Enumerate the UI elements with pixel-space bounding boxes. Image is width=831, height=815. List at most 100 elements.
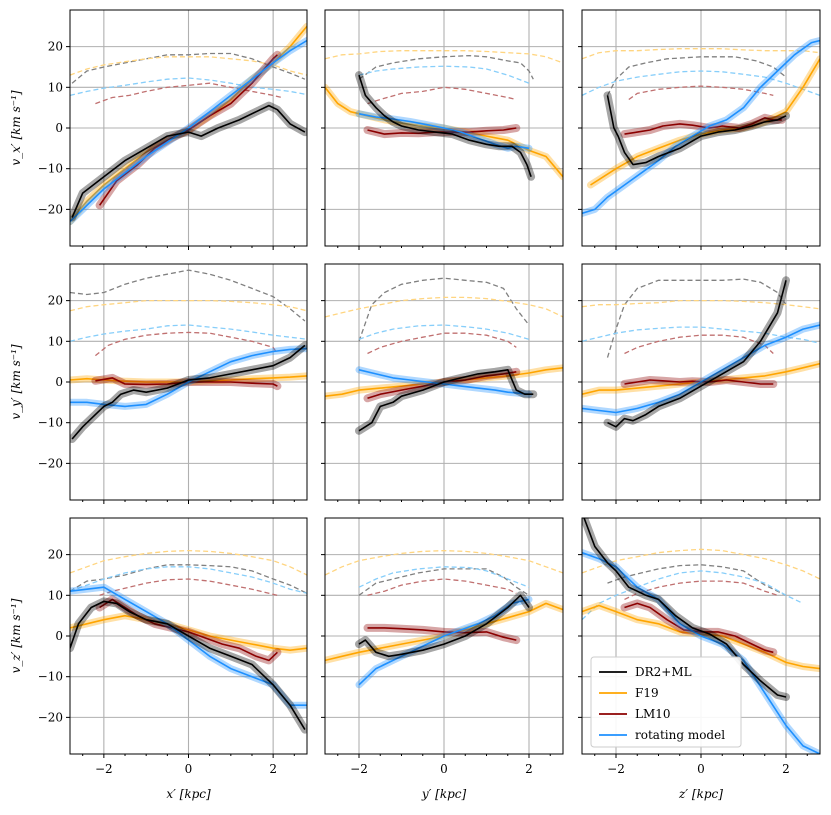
y-tick-label: −10 [38, 416, 63, 430]
series-line-lm10 [367, 127, 517, 135]
dispersion-line-lm10 [624, 580, 778, 600]
y-tick-label: 0 [55, 375, 63, 389]
legend-label-lm10: LM10 [635, 707, 671, 721]
x-tick-label: −2 [607, 762, 625, 776]
dispersion-line-lm10 [367, 332, 517, 355]
y-tick-label: 20 [48, 40, 63, 54]
panel-r0-c2 [578, 9, 821, 250]
series-line-dr2-ml [358, 369, 534, 432]
dispersion-line-f19 [325, 296, 563, 318]
y-tick-label: −20 [38, 710, 63, 724]
dispersion-line-lm10 [99, 578, 278, 596]
panel-r0-c0: −20 −10 0 10 20 v_x′ [km s⁻¹] [9, 9, 308, 250]
x-tick-label: 2 [269, 762, 277, 776]
x-axis-label: z′ [kpc] [678, 787, 723, 801]
panel-r2-c1: −2 0 2 y′ [kpc] [321, 517, 564, 801]
dispersion-line-f19 [582, 548, 820, 580]
dispersion-line-rotating-model [70, 566, 307, 594]
series-line-rotating-model [582, 39, 820, 215]
panel-r1-c1 [321, 263, 564, 504]
x-tick-label: −2 [350, 762, 368, 776]
x-axis-label: x′ [kpc] [166, 787, 211, 801]
dispersion-line-f19 [582, 48, 820, 60]
series-line-rotating-model [358, 598, 530, 686]
dispersion-line-dr2-ml [70, 269, 306, 322]
dispersion-line-f19 [325, 50, 563, 64]
panel-r1-c0: −20 −10 0 10 20 v_y′ [km s⁻¹] [9, 263, 308, 504]
dispersion-line-dr2-ml [606, 278, 787, 358]
y-axis-label: v_x′ [km s⁻¹] [9, 90, 23, 166]
x-axis-label: y′ [kpc] [421, 787, 467, 801]
series-line-dr2-ml [606, 95, 787, 166]
dispersion-line-lm10 [628, 85, 774, 101]
dispersion-line-rotating-model [70, 324, 307, 342]
series-line-dr2-ml [607, 280, 787, 428]
x-tick-label: 0 [440, 762, 448, 776]
y-axis-label: v_z′ [km s⁻¹] [9, 598, 23, 673]
x-tick-label: 0 [697, 762, 705, 776]
y-tick-label: −20 [38, 202, 63, 216]
series-line-dr2-ml [358, 74, 532, 178]
y-tick-label: 0 [55, 121, 63, 135]
legend-box [590, 656, 742, 748]
y-tick-label: 20 [48, 294, 63, 308]
dispersion-line-rotating-model [70, 77, 307, 97]
dispersion-line-lm10 [94, 331, 278, 357]
dispersion-line-dr2-ml [606, 56, 787, 96]
y-axis-label: v_y′ [km s⁻¹] [9, 344, 23, 420]
series-line-rotating-model [582, 551, 820, 754]
dispersion-line-lm10 [367, 578, 517, 596]
dispersion-line-rotating-model [582, 326, 820, 344]
dispersion-line-lm10 [624, 334, 774, 355]
series-line-dr2-ml [71, 104, 306, 218]
dispersion-line-dr2-ml [607, 564, 787, 596]
series-line-rotating-model [582, 324, 820, 414]
dispersion-line-f19 [70, 549, 307, 576]
series-line-lm10 [98, 54, 278, 206]
series-line-f19 [70, 614, 307, 651]
legend-label-rotating-model: rotating model [635, 728, 725, 742]
y-tick-label: 20 [48, 548, 63, 562]
series-line-dr2-ml [70, 600, 306, 731]
series-line-rotating-model [358, 113, 530, 150]
panel-r1-c2 [578, 263, 821, 504]
y-tick-label: 10 [48, 80, 63, 94]
series-line-lm10 [624, 602, 774, 654]
series-line-rotating-model [70, 39, 307, 223]
series-line-rotating-model [358, 369, 530, 395]
legend: DR2+ML F19 LM10 rotating model [590, 656, 742, 748]
x-tick-label: −2 [95, 762, 113, 776]
y-tick-label: −10 [38, 670, 63, 684]
y-tick-label: −10 [38, 162, 63, 176]
y-tick-label: 10 [48, 334, 63, 348]
series-line-lm10 [624, 379, 774, 385]
y-tick-label: −20 [38, 456, 63, 470]
dispersion-line-lm10 [367, 86, 517, 105]
series-line-f19 [590, 58, 820, 186]
dispersion-line-rotating-model [358, 566, 530, 588]
x-tick-label: 2 [782, 762, 790, 776]
dispersion-line-f19 [582, 299, 820, 310]
series-line-dr2-ml [583, 518, 787, 698]
x-tick-label: 0 [185, 762, 193, 776]
series-line-lm10 [367, 627, 517, 641]
dispersion-line-f19 [325, 549, 563, 576]
dispersion-line-f19 [70, 299, 307, 312]
dispersion-line-f19 [70, 56, 307, 76]
dispersion-line-dr2-ml [71, 52, 306, 84]
series-line-lm10 [624, 117, 782, 135]
series-line-f19 [582, 604, 820, 670]
series-line-dr2-ml [71, 344, 306, 440]
dispersion-line-rotating-model [582, 70, 820, 97]
series-line-f19 [325, 86, 563, 178]
dispersion-line-rotating-model [582, 570, 804, 621]
x-tick-label: 2 [525, 762, 533, 776]
series-line-lm10 [99, 598, 278, 662]
series-line-dr2-ml [358, 594, 530, 658]
series-line-rotating-model [70, 347, 307, 408]
legend-label-dr2-ml: DR2+ML [635, 665, 692, 679]
dispersion-line-dr2-ml [358, 54, 534, 80]
dispersion-line-dr2-ml [358, 277, 530, 342]
